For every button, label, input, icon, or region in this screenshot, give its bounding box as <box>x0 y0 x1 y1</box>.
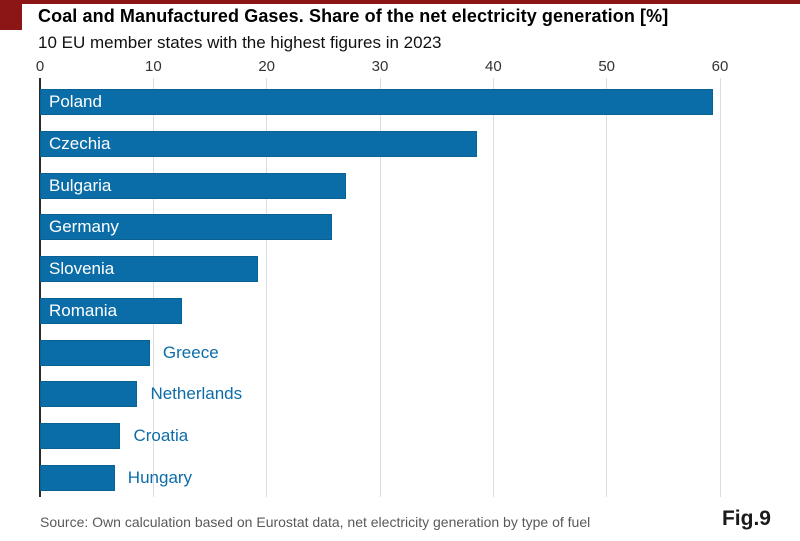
bar-slovenia[interactable] <box>40 256 258 283</box>
gridline-60 <box>719 78 721 497</box>
bar-label-czechia: Czechia <box>49 133 111 153</box>
bar-bulgaria[interactable] <box>40 172 346 199</box>
bar-label-greece: Greece <box>162 342 219 362</box>
bar-label-germany: Germany <box>49 217 119 237</box>
bar-label-bulgaria: Bulgaria <box>49 175 112 195</box>
x-tick-label-30: 30 <box>371 58 389 75</box>
gridline-30 <box>379 78 381 497</box>
x-tick-label-50: 50 <box>598 58 615 75</box>
figure-number-label: Fig.9 <box>721 507 771 530</box>
gridline-10 <box>152 78 154 497</box>
bar-czechia[interactable] <box>40 130 478 157</box>
bar-label-slovenia: Slovenia <box>49 259 115 279</box>
bar-label-romania: Romania <box>49 300 118 320</box>
bar-hungary[interactable] <box>40 465 115 492</box>
corner-accent-block <box>0 0 22 30</box>
x-tick-label-40: 40 <box>484 58 502 75</box>
chart-subtitle: 10 EU member states with the highest fig… <box>38 33 442 52</box>
gridline-40 <box>492 78 494 497</box>
bar-label-hungary: Hungary <box>127 468 193 488</box>
x-tick-label-10: 10 <box>144 58 162 75</box>
gridline-50 <box>606 78 608 497</box>
plot-area: Poland Czechia Bulgaria Germany Slovenia Roma… <box>39 78 721 497</box>
bar-germany[interactable] <box>40 214 333 241</box>
x-tick-label-0: 0 <box>35 58 45 75</box>
gridline-20 <box>266 78 268 497</box>
chart-title: Coal and Manufactured Gases. Share of th… <box>38 6 669 26</box>
bar-label-netherlands: Netherlands <box>150 384 243 404</box>
x-tick-label-20: 20 <box>258 58 275 75</box>
top-accent-rule <box>0 0 800 4</box>
x-tick-label-60: 60 <box>711 58 729 75</box>
bar-netherlands[interactable] <box>40 381 138 408</box>
bar-label-poland: Poland <box>49 92 102 111</box>
bar-romania[interactable] <box>40 297 182 324</box>
bar-label-croatia: Croatia <box>133 426 189 446</box>
y-axis-line <box>39 78 41 497</box>
source-note: Source: Own calculation based on Eurosta… <box>40 514 591 530</box>
bar-poland[interactable] <box>40 89 714 115</box>
bar-croatia[interactable] <box>40 423 121 450</box>
bar-greece[interactable] <box>40 339 150 366</box>
